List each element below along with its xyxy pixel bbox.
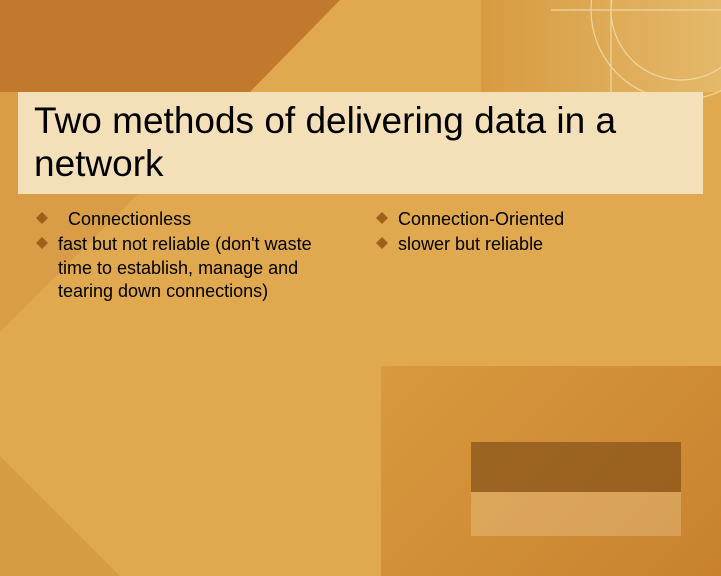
bullet-text: Connectionless [68, 208, 191, 231]
bg-shape [0, 0, 340, 92]
diamond-bullet-icon [376, 237, 388, 249]
bullet-text: fast but not reliable (don't waste time … [58, 233, 336, 303]
list-item: Connection-Oriented [376, 208, 686, 231]
list-item: slower but reliable [376, 233, 686, 256]
diamond-bullet-icon [36, 212, 48, 224]
column-left: Connectionless fast but not reliable (do… [36, 208, 336, 306]
bullet-text: slower but reliable [398, 233, 543, 256]
diamond-bullet-icon [376, 212, 388, 224]
list-item: Connectionless [36, 208, 336, 231]
bg-shape [0, 456, 120, 576]
title-box: Two methods of delivering data in a netw… [18, 92, 703, 194]
diamond-bullet-icon [36, 237, 48, 249]
bg-shape [471, 442, 681, 492]
bullet-text: Connection-Oriented [398, 208, 564, 231]
column-right: Connection-Oriented slower but reliable [376, 208, 686, 306]
content-area: Connectionless fast but not reliable (do… [36, 208, 696, 306]
list-item: fast but not reliable (don't waste time … [36, 233, 336, 303]
bg-shape [471, 492, 681, 536]
slide: Two methods of delivering data in a netw… [0, 0, 721, 576]
slide-title: Two methods of delivering data in a netw… [18, 100, 703, 185]
